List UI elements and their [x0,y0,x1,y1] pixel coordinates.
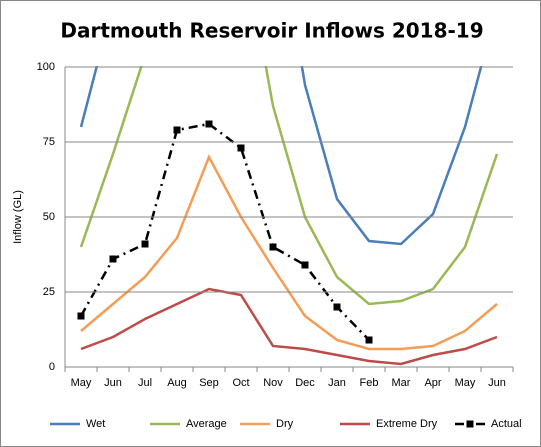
y-tick-label: 100 [37,61,55,73]
legend-item: Actual [455,418,522,430]
series-line [79,66,483,246]
point-marker [237,144,245,152]
legend-label: Actual [491,418,522,430]
x-tick-label: Jun [488,377,506,389]
x-tick-label: Oct [232,377,249,389]
legend-label: Average [186,418,227,430]
point-marker [365,336,373,344]
x-tick-label: Aug [167,377,187,389]
series-line [80,287,498,366]
series-line [79,66,499,306]
x-tick-label: May [455,377,476,389]
point-marker [109,255,117,263]
point-marker [333,303,341,311]
x-tick-label: Apr [424,377,441,389]
x-tick-label: May [71,377,92,389]
x-tick-label: Jul [138,377,152,389]
x-tick-label: Jun [104,377,122,389]
legend-label: Wet [86,418,105,430]
y-tick-label: 25 [43,286,55,298]
point-marker [141,240,149,248]
x-tick-label: Mar [392,377,411,389]
legend-item: Average [150,418,227,430]
y-tick-label: 50 [43,211,55,223]
chart-title: Dartmouth Reservoir Inflows 2018-19 [60,19,483,43]
legend-label: Extreme Dry [376,418,438,430]
legend-marker [466,420,474,428]
point-marker [173,126,181,134]
legend-item: Dry [240,418,294,430]
legend-item: Extreme Dry [340,418,438,430]
y-axis-label: Inflow (GL) [12,190,24,244]
x-tick-label: Nov [263,377,283,389]
y-tick-label: 75 [43,136,55,148]
x-tick-label: Feb [360,377,379,389]
point-marker [77,312,85,320]
x-tick-label: Dec [295,377,315,389]
x-tick-label: Jan [328,377,346,389]
point-marker [301,261,309,269]
point-marker [205,120,213,128]
x-tick-label: Sep [199,377,219,389]
point-marker [269,243,277,251]
y-tick-label: 0 [49,361,55,373]
legend-label: Dry [276,418,294,430]
legend-item: Wet [50,418,105,430]
